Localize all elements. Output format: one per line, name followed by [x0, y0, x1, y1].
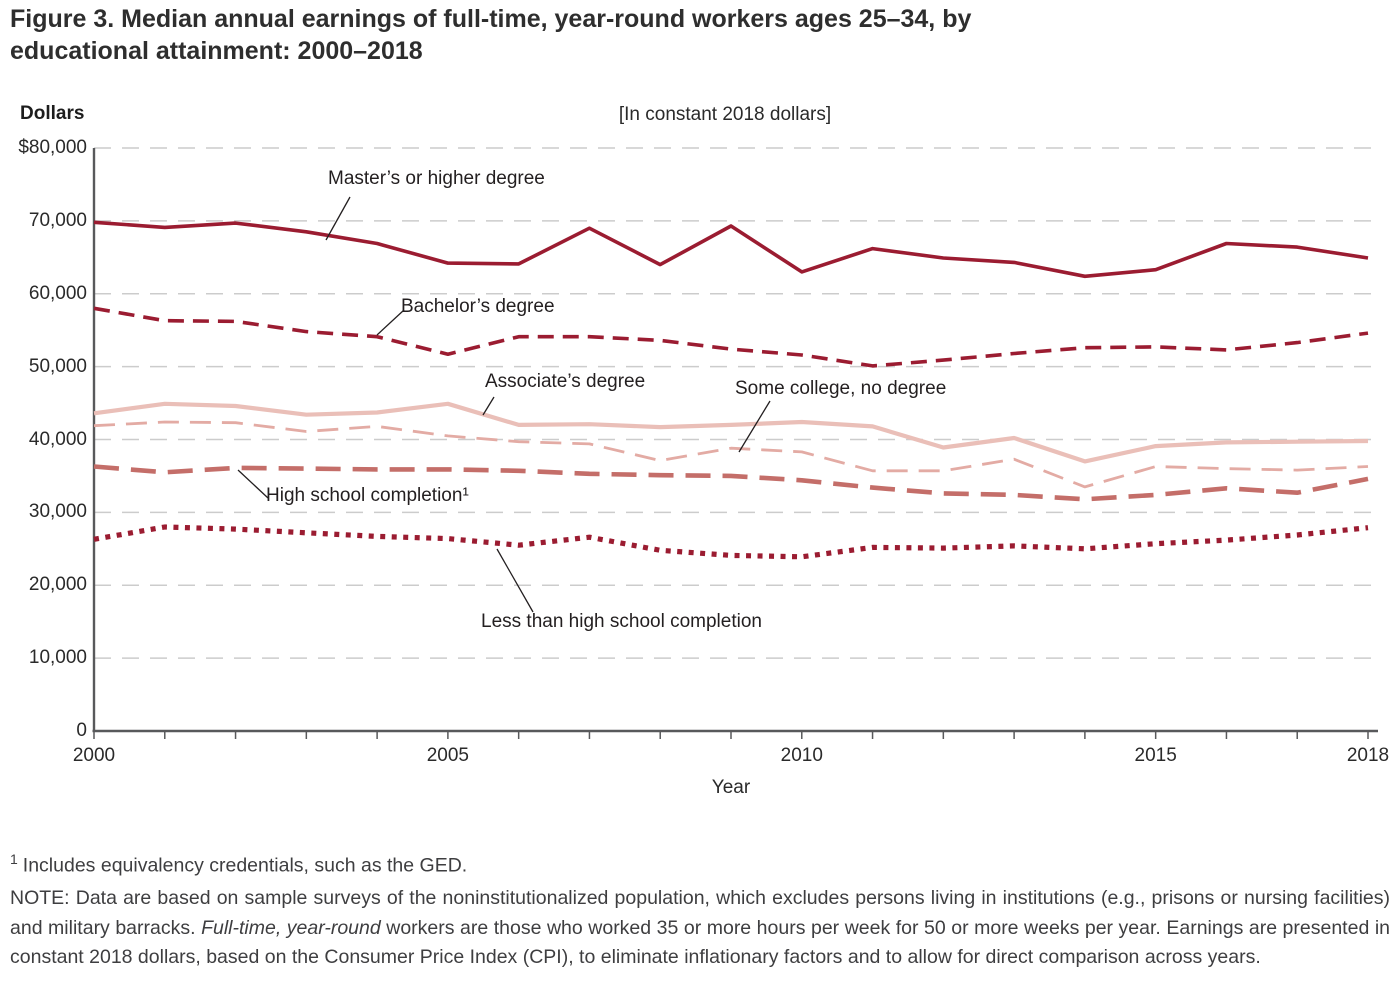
- chart-subtitle: [In constant 2018 dollars]: [618, 104, 832, 125]
- y-tick-label: 50,000: [28, 355, 87, 377]
- x-tick-label: 2000: [72, 745, 116, 766]
- annotation-leader-line: [376, 309, 405, 336]
- footnote-1: 1 Includes equivalency credentials, such …: [10, 845, 1390, 881]
- series-label-masters-or-higher-degree: Master’s or higher degree: [328, 168, 545, 189]
- series-label-high-school-completion: High school completion¹: [266, 485, 469, 506]
- note-text: NOTE: Data are based on sample surveys o…: [10, 884, 1390, 973]
- x-tick-label: 2005: [426, 745, 470, 766]
- y-tick-label: 70,000: [28, 209, 87, 231]
- figure-title-line2: educational attainment: 2000–2018: [10, 37, 423, 65]
- x-tick-label: 2018: [1346, 745, 1390, 766]
- y-axis-title: Dollars: [20, 103, 85, 124]
- note-suffix: workers are those who worked 35 or more …: [10, 916, 1390, 969]
- series-line-0: [93, 220, 1369, 279]
- series-label-bachelors-degree: Bachelor’s degree: [401, 296, 555, 317]
- y-tick-label: 40,000: [28, 428, 87, 450]
- note-prefix: NOTE: Data are based on sample surveys o…: [10, 887, 1390, 939]
- y-tick-label: 0: [76, 720, 87, 741]
- note-italic: Full-time, year-round: [201, 916, 381, 939]
- figure-title-line1: Figure 3. Median annual earnings of full…: [10, 5, 972, 33]
- annotation-leader-line: [325, 196, 351, 241]
- annotation-leader-line: [237, 469, 269, 499]
- footnote-1-marker: 1: [10, 851, 18, 867]
- series-line-5: [93, 524, 1369, 560]
- footnotes: 1 Includes equivalency credentials, such …: [10, 845, 1390, 973]
- footnote-1-text: Includes equivalency credentials, such a…: [22, 854, 468, 877]
- series-line-1: [93, 306, 1369, 368]
- y-tick-label: 60,000: [28, 282, 87, 304]
- series-line-3: [93, 420, 1369, 489]
- x-axis-title: Year: [711, 777, 751, 798]
- annotation-leader-line: [482, 396, 495, 416]
- y-tick-label: 30,000: [28, 501, 87, 523]
- series-line-2: [93, 401, 1369, 464]
- y-tick-label: 20,000: [28, 574, 87, 596]
- y-tick-label: $80,000: [18, 137, 87, 158]
- series-label-associates-degree: Associate’s degree: [485, 371, 646, 392]
- series-label-less-than-high-school-completion: Less than high school completion: [481, 611, 762, 632]
- x-tick-label: 2010: [780, 745, 823, 766]
- annotation-leader-line: [496, 548, 534, 613]
- series-label-some-college-no-degree: Some college, no degree: [735, 378, 947, 399]
- figure-title: Figure 3. Median annual earnings of full…: [10, 3, 1355, 67]
- x-tick-label: 2015: [1134, 745, 1177, 766]
- annotation-leader-line: [738, 400, 771, 453]
- y-tick-label: 10,000: [28, 647, 87, 669]
